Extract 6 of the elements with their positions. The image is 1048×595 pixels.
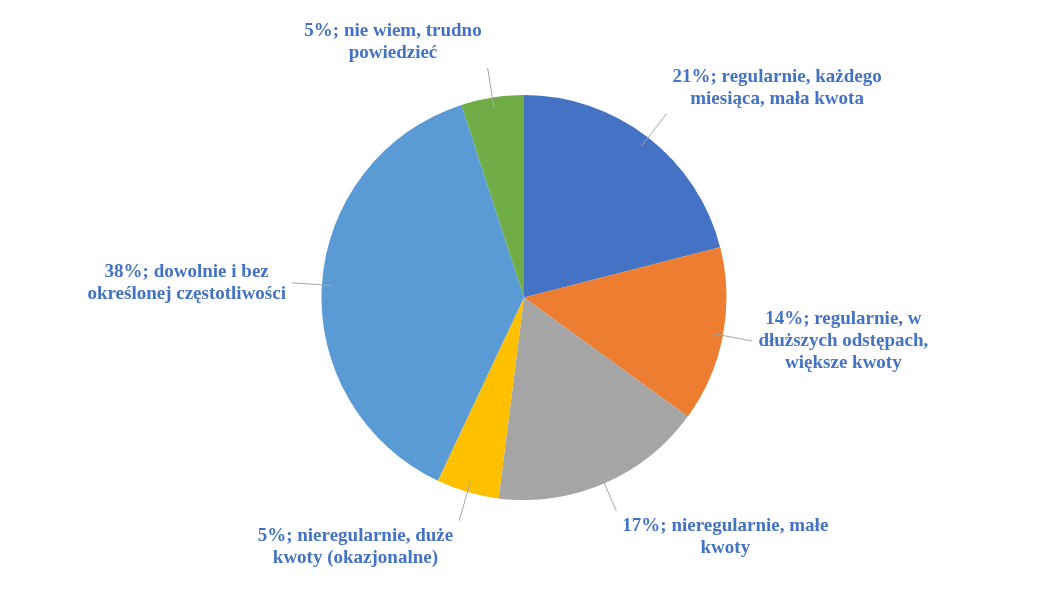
slice-label: 17%; nieregularnie, małe kwoty: [622, 513, 829, 557]
slice-label: 5%; nie wiem, trudno powiedzieć: [304, 18, 482, 62]
slice-label: 38%; dowolnie i bez określonej częstotliwości: [87, 259, 286, 303]
slice-label: 14%; regularnie, w dłuższych odstępach, większe kwoty: [758, 306, 929, 372]
slice-label: 5%; nieregularnie, duże kwoty (okazjonalne): [257, 523, 454, 568]
slice-label: 21%; regularnie, każdego miesiąca, mała kwota: [672, 64, 882, 108]
